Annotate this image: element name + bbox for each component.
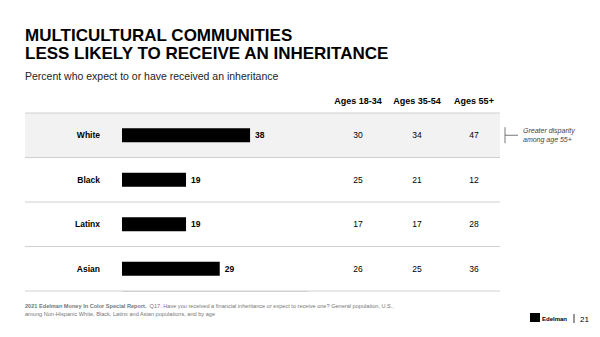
table-cell: 25: [353, 175, 363, 185]
rows: [25, 113, 500, 291]
bars: [122, 128, 250, 276]
annotation: Greater disparity: [523, 127, 575, 135]
bar: [122, 217, 186, 231]
row-separator: [25, 202, 500, 203]
bar: [122, 128, 250, 142]
row-highlight: [25, 113, 500, 158]
title: LESS LIKELY TO RECEIVE AN INHERITANCE: [25, 44, 388, 63]
data-label: 19: [191, 175, 201, 185]
logo-mark: [530, 313, 540, 322]
table-cell: 26: [353, 264, 363, 274]
category-label: Latinx: [75, 219, 100, 229]
footer: 2021 Edelman Money In Color Special Repo…: [25, 303, 394, 309]
table-cell: 47: [469, 130, 479, 140]
table-cell: 30: [353, 130, 363, 140]
table-cell: 36: [469, 264, 479, 274]
bar: [122, 262, 220, 276]
column-header: Ages 35-54: [393, 96, 441, 106]
table-cell: 21: [412, 175, 422, 185]
row-separator: [25, 157, 500, 158]
annotation-line: [505, 135, 518, 136]
table-cell: 17: [412, 219, 422, 229]
footer-source: 2021 Edelman Money In Color Special Repo…: [25, 303, 147, 309]
column-header: Ages 55+: [454, 96, 494, 106]
table-cell: 34: [412, 130, 422, 140]
category-label: White: [77, 130, 100, 140]
slide: MULTICULTURAL COMMUNITIESLESS LIKELY TO …: [0, 0, 600, 337]
row-separator: [25, 246, 500, 247]
footer-note: Q17. Have you received a financial inher…: [150, 303, 395, 309]
data-label: 19: [191, 219, 201, 229]
table-cell: 28: [469, 219, 479, 229]
annotation: among age 55+: [523, 136, 572, 144]
logo: Edelman: [542, 316, 567, 322]
subtitle: Percent who expect to or have received a…: [25, 70, 278, 82]
column-header: Ages 18-34: [334, 96, 382, 106]
x-axis-line: [123, 291, 308, 292]
page-separator: [574, 314, 575, 323]
data-label: 38: [255, 130, 265, 140]
data-label: 29: [225, 264, 235, 274]
table-cell: 25: [412, 264, 422, 274]
row-separator: [25, 291, 500, 292]
page-number: 21: [580, 315, 589, 324]
footer-note: among Non-Hispanic White, Black, Latinx …: [25, 311, 215, 317]
table-cell: 12: [469, 175, 479, 185]
category-label: Black: [77, 175, 100, 185]
title: MULTICULTURAL COMMUNITIES: [25, 26, 292, 45]
x-axis: [123, 291, 308, 292]
category-label: Asian: [77, 264, 100, 274]
table-cell: 17: [353, 219, 363, 229]
row-separator: [25, 113, 500, 114]
bar: [122, 173, 186, 187]
